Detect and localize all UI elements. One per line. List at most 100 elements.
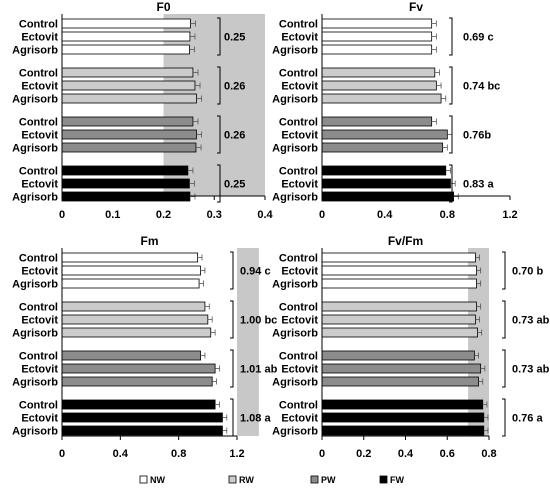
legend-label: FW — [390, 475, 404, 485]
bar — [61, 376, 213, 387]
category-label: Control — [19, 253, 58, 265]
category-label: Ectovit — [281, 130, 318, 142]
category-label: Ectovit — [281, 266, 318, 278]
bar — [61, 44, 190, 55]
x-tick-label: 0 — [319, 209, 325, 221]
panel-title: F0 — [156, 0, 170, 14]
legend-label: NW — [150, 475, 165, 485]
category-label: Control — [19, 166, 58, 178]
group-bracket — [217, 115, 221, 154]
group-bracket — [230, 398, 234, 437]
category-label: Agrisorb — [12, 328, 58, 340]
category-label: Ectovit — [21, 179, 58, 191]
x-tick-label: 0.4 — [398, 448, 414, 460]
bar — [61, 93, 197, 104]
group-bracket — [449, 66, 453, 105]
group-label: 0.26 — [224, 130, 245, 142]
group-bracket — [230, 349, 234, 388]
bar — [61, 129, 197, 140]
chart-panels: F0ControlEctovitAgrisorb0.25ControlEctov… — [12, 0, 549, 460]
group-bracket — [449, 164, 453, 203]
bar — [321, 314, 476, 325]
category-label: Control — [19, 302, 58, 314]
bar — [321, 80, 437, 91]
group-label: 0.94 c — [240, 266, 271, 278]
legend-swatch — [310, 475, 319, 484]
category-label: Control — [279, 166, 318, 178]
category-label: Control — [19, 68, 58, 80]
x-tick-label: 0.3 — [207, 209, 222, 221]
category-label: Agrisorb — [272, 94, 318, 106]
bar — [61, 142, 197, 153]
category-label: Control — [279, 400, 318, 412]
x-tick-label: 0 — [319, 448, 325, 460]
x-tick-label: 1.2 — [229, 448, 244, 460]
bar — [61, 399, 216, 410]
group-bracket — [230, 251, 234, 290]
category-label: Ectovit — [21, 315, 58, 327]
category-label: Ectovit — [21, 266, 58, 278]
group-bracket — [217, 164, 221, 203]
group-label: 1.08 a — [240, 413, 271, 425]
group-bracket — [449, 115, 453, 154]
legend-label: PW — [321, 475, 336, 485]
legend-label: RW — [239, 475, 254, 485]
category-label: Ectovit — [281, 364, 318, 376]
group-bracket — [217, 66, 221, 105]
bar — [321, 327, 478, 338]
category-label: Control — [279, 253, 318, 265]
category-label: Ectovit — [21, 413, 58, 425]
bar — [321, 67, 436, 78]
bar — [61, 265, 201, 276]
bar — [321, 376, 479, 387]
bar — [321, 31, 433, 42]
category-label: Control — [19, 351, 58, 363]
shaded-band — [468, 248, 489, 436]
group-bracket — [502, 300, 506, 339]
group-label: 0.25 — [224, 32, 245, 44]
x-tick-label: 0.8 — [440, 209, 455, 221]
category-label: Control — [279, 19, 318, 31]
bar — [61, 165, 189, 176]
x-tick-label: 0 — [59, 209, 65, 221]
x-tick-label: 0.4 — [113, 448, 129, 460]
bar — [61, 18, 191, 29]
category-label: Agrisorb — [272, 279, 318, 291]
bar — [321, 44, 433, 55]
group-label: 0.74 bc — [463, 81, 500, 93]
category-label: Agrisorb — [272, 328, 318, 340]
category-label: Agrisorb — [12, 377, 58, 389]
group-label: 0.73 ab — [512, 315, 550, 327]
category-label: Agrisorb — [272, 426, 318, 438]
category-label: Agrisorb — [12, 143, 58, 155]
panel-title: Fm — [141, 234, 159, 248]
bar — [61, 412, 223, 423]
legend-swatch — [139, 475, 148, 484]
bar — [61, 327, 212, 338]
bar — [61, 67, 194, 78]
x-tick-label: 0.1 — [105, 209, 120, 221]
bar — [321, 252, 476, 263]
category-label: Agrisorb — [272, 192, 318, 204]
bar — [321, 363, 482, 374]
category-label: Ectovit — [281, 179, 318, 191]
bar — [321, 178, 451, 189]
bar — [321, 18, 433, 29]
x-tick-label: 0.2 — [156, 209, 171, 221]
group-bracket — [502, 398, 506, 437]
bar — [321, 129, 448, 140]
category-label: Control — [279, 68, 318, 80]
bar — [61, 31, 191, 42]
bar — [321, 93, 442, 104]
bar — [321, 425, 485, 436]
group-label: 0.73 ab — [512, 364, 550, 376]
bar — [61, 116, 194, 127]
group-label: 0.76b — [463, 130, 491, 142]
group-bracket — [449, 17, 453, 56]
category-label: Control — [19, 400, 58, 412]
bar — [61, 278, 200, 289]
group-label: 0.26 — [224, 81, 245, 93]
